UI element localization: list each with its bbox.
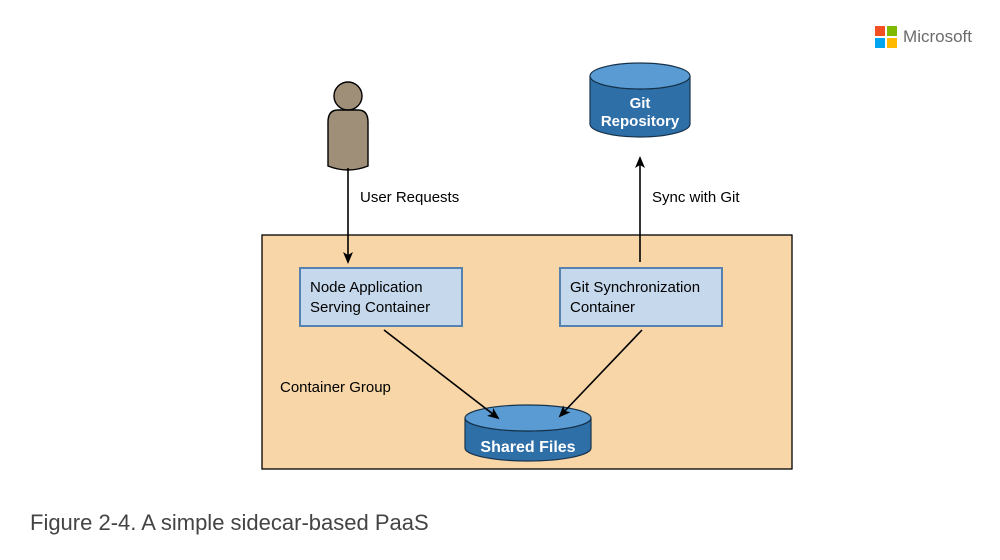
node-app-box: Node Application Serving Container <box>300 268 462 326</box>
user-icon <box>328 82 368 170</box>
node-app-label-2: Serving Container <box>310 299 430 316</box>
svg-text:Repository: Repository <box>601 113 680 130</box>
svg-text:Shared Files: Shared Files <box>480 439 575 456</box>
git-sync-box: Git Synchronization Container <box>560 268 722 326</box>
shared-files-cylinder: Shared Files <box>465 405 591 461</box>
git-repo-cylinder: GitRepository <box>590 63 690 137</box>
git-sync-label-2: Container <box>570 299 635 316</box>
arrow-user-label: User Requests <box>360 189 459 206</box>
svg-text:Git: Git <box>630 95 651 112</box>
arrow-repo-label: Sync with Git <box>652 189 740 206</box>
git-sync-label-1: Git Synchronization <box>570 279 700 296</box>
diagram: Container Group Node Application Serving… <box>0 0 1000 560</box>
figure-caption: Figure 2-4. A simple sidecar-based PaaS <box>30 510 429 536</box>
container-group-label: Container Group <box>280 379 391 396</box>
node-app-label-1: Node Application <box>310 279 423 296</box>
